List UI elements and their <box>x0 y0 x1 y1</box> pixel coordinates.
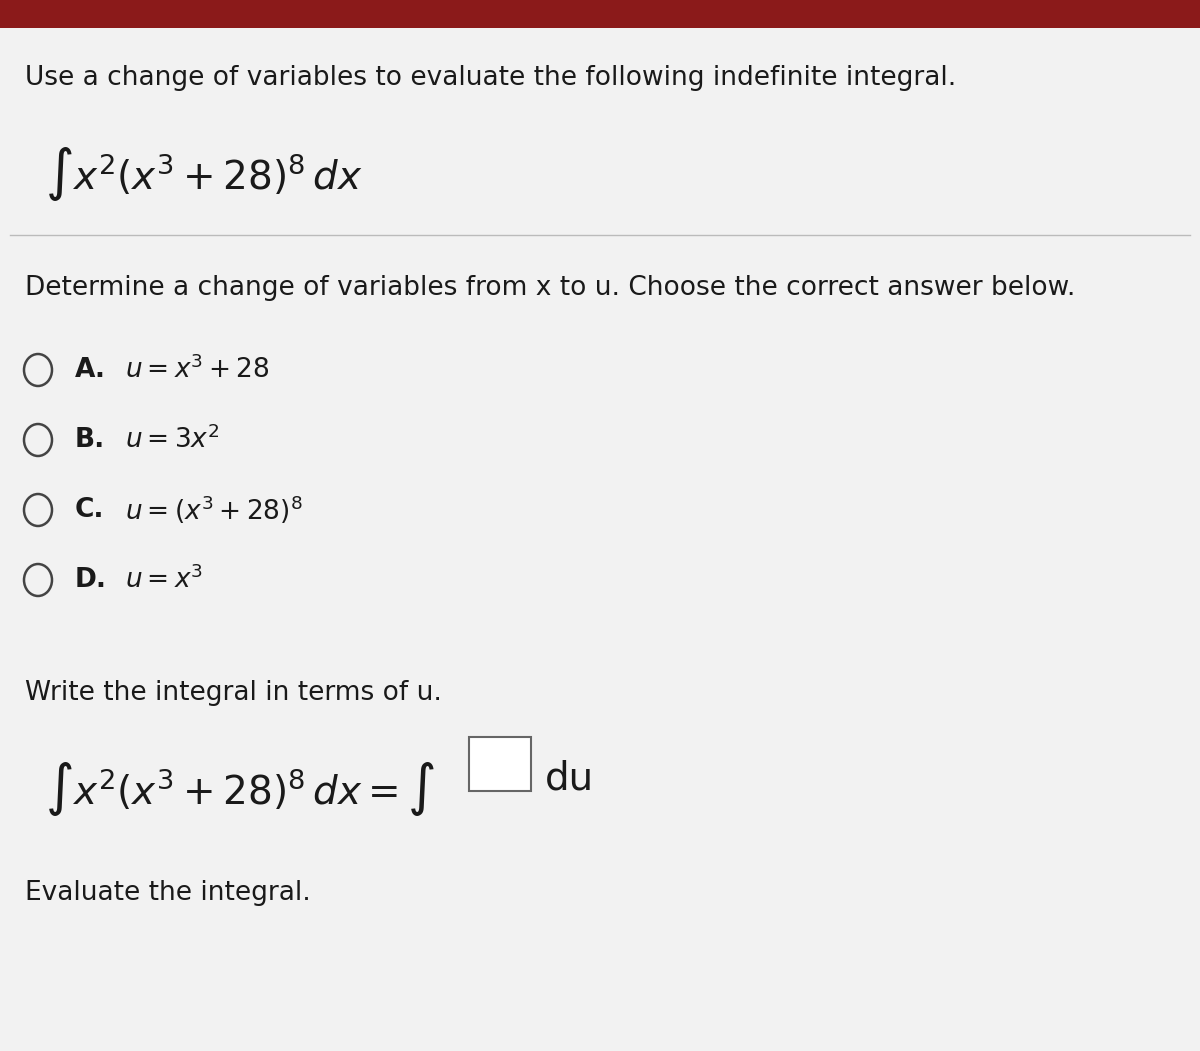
Text: D.: D. <box>74 566 107 593</box>
Text: $\int x^2(x^3+28)^8\,dx$: $\int x^2(x^3+28)^8\,dx$ <box>46 145 362 203</box>
Text: $u = x^3$: $u = x^3$ <box>125 565 203 594</box>
Text: Determine a change of variables from x to u. Choose the correct answer below.: Determine a change of variables from x t… <box>25 275 1075 301</box>
Text: C.: C. <box>74 497 104 523</box>
Text: Use a change of variables to evaluate the following indefinite integral.: Use a change of variables to evaluate th… <box>25 65 956 91</box>
FancyBboxPatch shape <box>469 737 530 791</box>
Text: Evaluate the integral.: Evaluate the integral. <box>25 880 311 906</box>
Text: B.: B. <box>74 427 106 453</box>
Text: $u = (x^3 + 28)^8$: $u = (x^3 + 28)^8$ <box>125 494 302 527</box>
Text: du: du <box>545 760 594 798</box>
Text: Write the integral in terms of u.: Write the integral in terms of u. <box>25 680 442 706</box>
Text: $u = x^3 + 28$: $u = x^3 + 28$ <box>125 355 270 385</box>
Text: $\int x^2(x^3+28)^8\,dx = \int$: $\int x^2(x^3+28)^8\,dx = \int$ <box>46 760 436 818</box>
Text: $u = 3x^2$: $u = 3x^2$ <box>125 426 220 454</box>
FancyBboxPatch shape <box>0 0 1200 28</box>
Text: A.: A. <box>74 357 106 383</box>
